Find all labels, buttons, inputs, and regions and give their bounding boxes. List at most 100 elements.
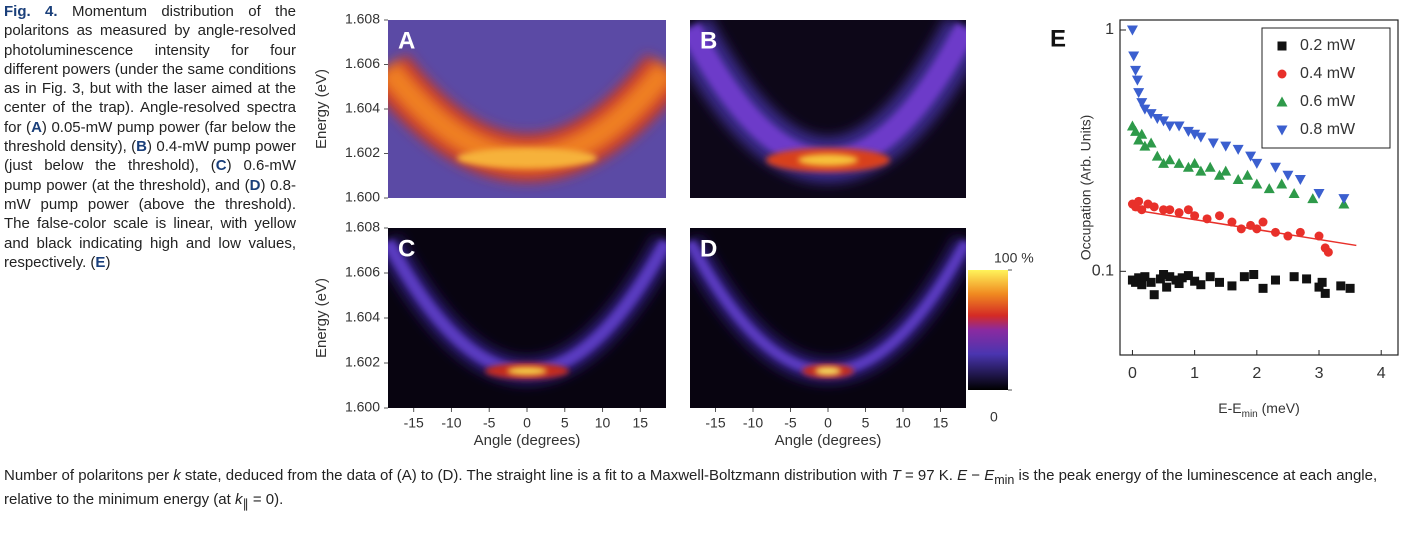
heatmap-glow bbox=[815, 367, 841, 375]
x-axis-label-part: (meV) bbox=[1258, 400, 1300, 416]
point bbox=[1269, 162, 1281, 173]
x-axis-label: E-Emin (meV) bbox=[1218, 400, 1299, 420]
legend-label: 0.8 mW bbox=[1300, 121, 1356, 138]
colorbar-label: 100 % bbox=[994, 250, 1034, 266]
point bbox=[1313, 189, 1325, 200]
caption-italic: E bbox=[984, 467, 995, 484]
point bbox=[1236, 224, 1246, 234]
point bbox=[1133, 88, 1145, 99]
y-axis-label: Energy (eV) bbox=[313, 69, 330, 149]
heatmap-glow bbox=[798, 154, 858, 166]
point bbox=[1136, 128, 1148, 139]
caption-left: Fig. 4. Momentum distribution of the pol… bbox=[4, 2, 296, 272]
x-tick-label: 3 bbox=[1315, 365, 1324, 382]
point bbox=[1131, 75, 1143, 86]
point bbox=[1159, 205, 1169, 215]
y-tick-label: 0.1 bbox=[1092, 263, 1114, 280]
point bbox=[1195, 132, 1207, 143]
caption-text: ) 0.4-mW pump power (just below the thre… bbox=[4, 138, 297, 175]
fig-label: Fig. 4. bbox=[4, 3, 58, 20]
point bbox=[1196, 280, 1206, 290]
y-axis-label: Energy (eV) bbox=[313, 278, 330, 358]
caption-text: ) 0.6-mW pump power (at the threshold), … bbox=[4, 157, 296, 194]
point bbox=[1165, 205, 1175, 215]
point bbox=[1130, 125, 1142, 136]
point bbox=[1182, 161, 1194, 172]
caption-letter: D bbox=[249, 176, 261, 194]
point bbox=[1302, 274, 1312, 284]
point bbox=[1140, 272, 1150, 282]
caption-text: = 0). bbox=[248, 491, 284, 509]
point bbox=[1133, 134, 1145, 145]
caption-text: state, deduced from the data of (A) to (… bbox=[180, 467, 892, 484]
point bbox=[1294, 175, 1306, 186]
point bbox=[1162, 282, 1172, 292]
point bbox=[1205, 272, 1215, 282]
panel-label: C bbox=[398, 235, 415, 262]
caption-subscript: ∥ bbox=[242, 497, 249, 512]
heatmap: B bbox=[690, 20, 966, 198]
legend-label: 0.4 mW bbox=[1300, 65, 1356, 82]
panel-label: A bbox=[398, 27, 415, 54]
caption-italic: E bbox=[957, 467, 968, 484]
point bbox=[1183, 271, 1193, 281]
point bbox=[1195, 165, 1207, 176]
caption-text: ) bbox=[105, 253, 111, 271]
point bbox=[1158, 116, 1170, 127]
point bbox=[1151, 150, 1163, 161]
point bbox=[1189, 157, 1201, 168]
heatmap: A bbox=[388, 20, 666, 198]
point bbox=[1215, 211, 1225, 221]
point bbox=[1137, 280, 1147, 290]
point bbox=[1317, 277, 1327, 287]
caption-bottom: Number of polaritons per k state, deduce… bbox=[4, 466, 1402, 515]
point bbox=[1145, 109, 1157, 120]
point bbox=[1289, 272, 1299, 282]
x-axis-label: Angle (degrees) bbox=[775, 432, 882, 449]
x-tick-label: 10 bbox=[895, 415, 911, 431]
point bbox=[1258, 217, 1268, 227]
point bbox=[1130, 65, 1142, 76]
x-tick-label: 0 bbox=[824, 415, 832, 431]
point bbox=[1126, 25, 1138, 36]
caption-italic: k bbox=[173, 467, 181, 484]
x-tick-label: 0 bbox=[523, 415, 531, 431]
y-tick-label: 1 bbox=[1105, 21, 1114, 38]
x-tick-label: 10 bbox=[595, 415, 611, 431]
caption-italic: T bbox=[891, 467, 901, 484]
point bbox=[1251, 158, 1263, 169]
point bbox=[1276, 178, 1288, 189]
y-tick-label: 1.608 bbox=[345, 219, 380, 235]
point bbox=[1165, 272, 1175, 282]
point bbox=[1189, 129, 1201, 140]
y-tick-label: 1.604 bbox=[345, 309, 380, 325]
x-tick-label: 5 bbox=[862, 415, 870, 431]
point bbox=[1263, 183, 1275, 194]
point bbox=[1249, 270, 1259, 280]
point bbox=[1283, 231, 1293, 241]
plot-frame bbox=[1119, 19, 1399, 356]
point bbox=[1336, 281, 1346, 291]
point bbox=[1173, 157, 1185, 168]
x-axis-label-part: E-E bbox=[1218, 400, 1241, 416]
point bbox=[1232, 144, 1244, 155]
point bbox=[1277, 41, 1287, 51]
x-tick-label: -10 bbox=[441, 415, 461, 431]
point bbox=[1134, 196, 1144, 206]
point bbox=[1134, 273, 1144, 283]
x-tick-label: -10 bbox=[743, 415, 763, 431]
point bbox=[1251, 178, 1263, 189]
y-tick-label: 1.602 bbox=[345, 354, 380, 370]
x-axis-label-part: min bbox=[1242, 409, 1258, 420]
x-tick-label: 15 bbox=[633, 415, 649, 431]
heatmap: D bbox=[690, 228, 966, 408]
point bbox=[1239, 272, 1249, 282]
x-tick-label: -15 bbox=[705, 415, 725, 431]
caption-letter: E bbox=[95, 253, 106, 271]
point bbox=[1182, 126, 1194, 137]
point bbox=[1323, 247, 1333, 257]
point bbox=[1128, 51, 1140, 62]
caption-text: ) 0.8-mW pump power (above the threshold… bbox=[4, 176, 296, 271]
y-tick-label: 1.604 bbox=[345, 100, 380, 116]
